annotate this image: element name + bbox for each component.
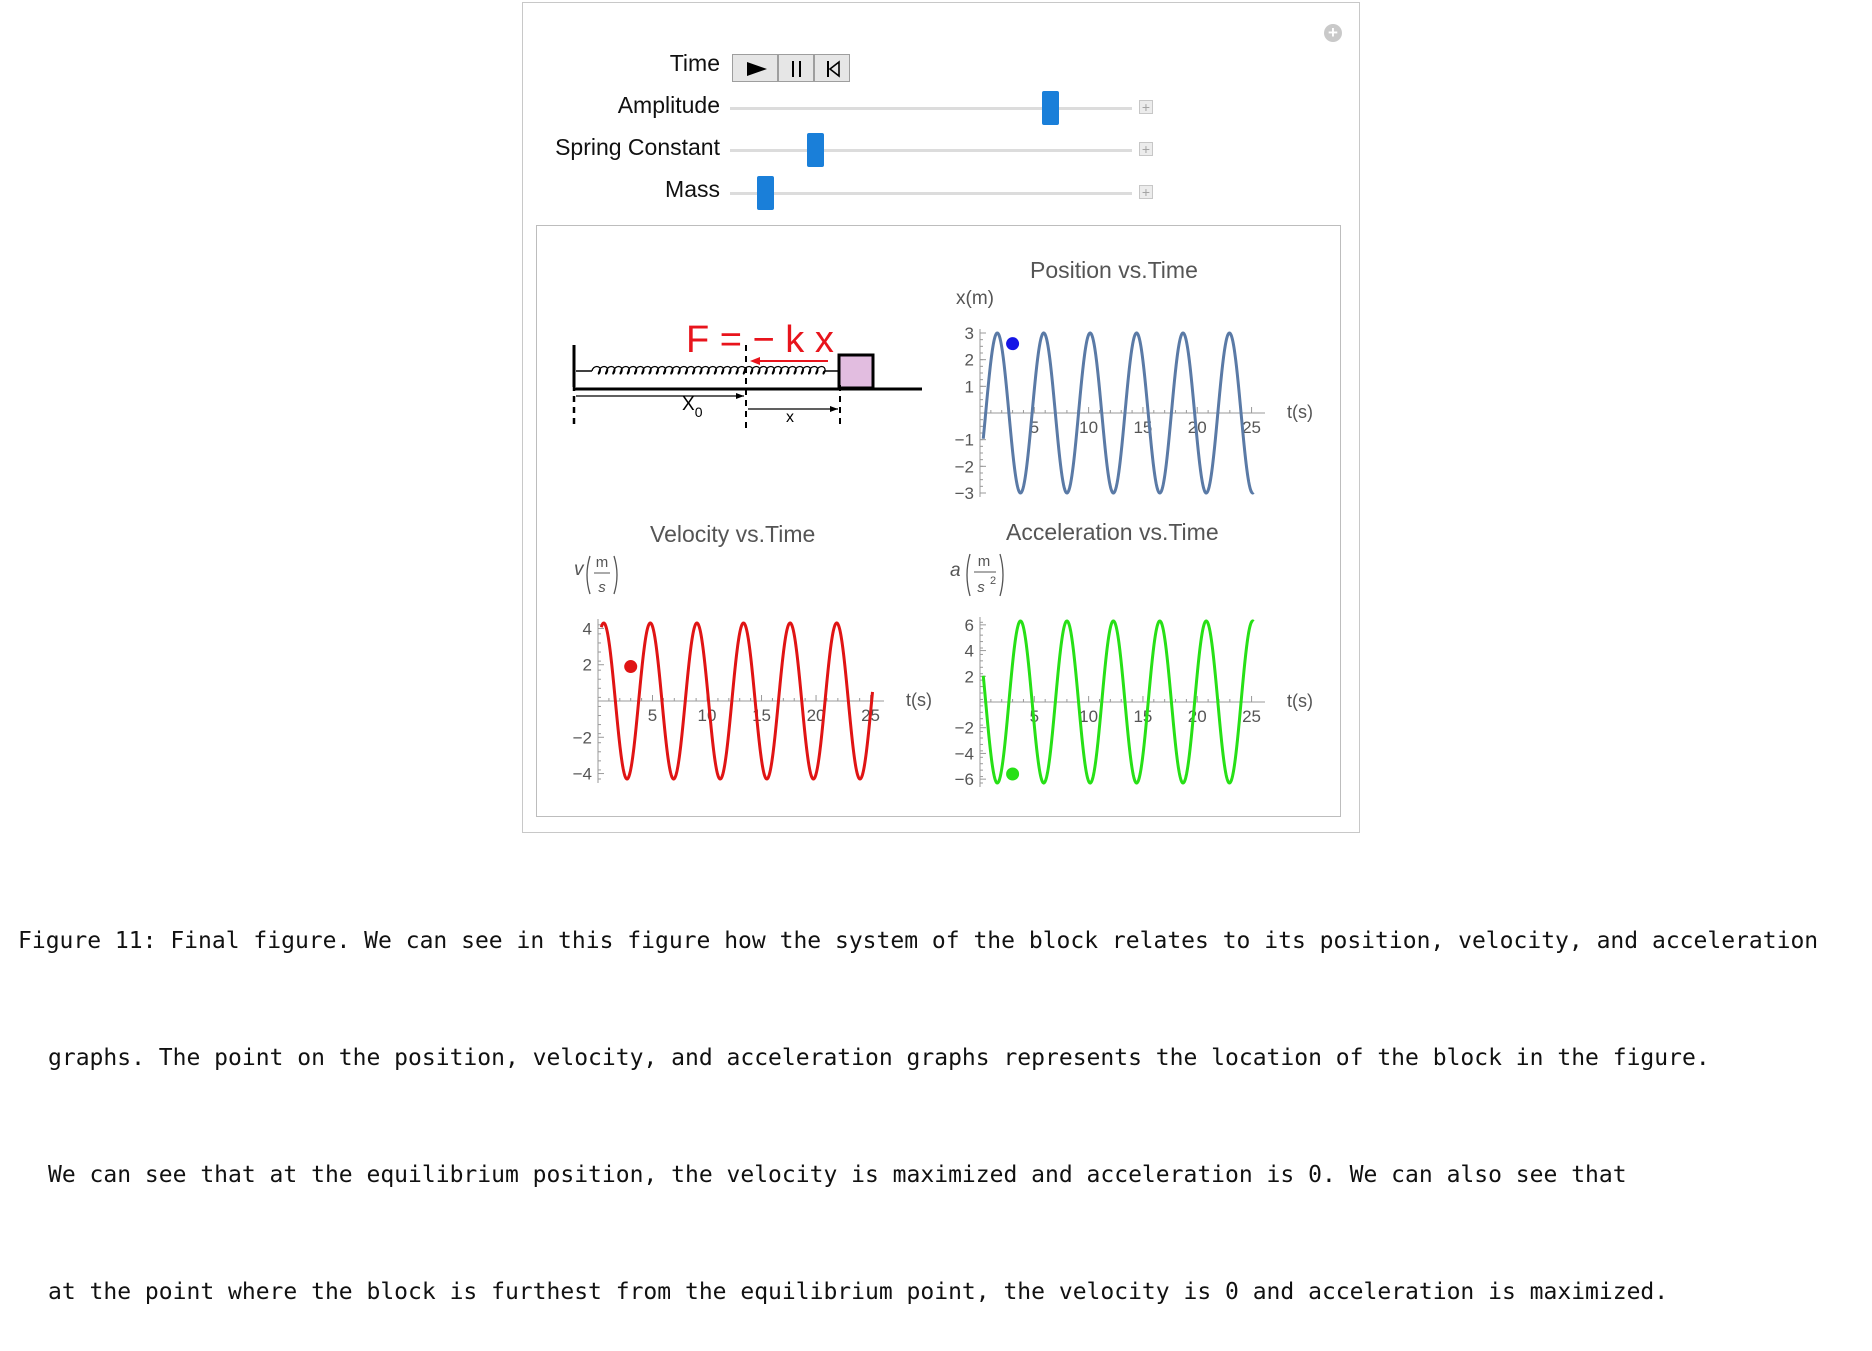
amplitude-slider-thumb[interactable] xyxy=(1041,91,1059,125)
series-line xyxy=(599,621,875,781)
spring-block-diagram: F = − k x X0 x xyxy=(572,319,922,433)
add-icon[interactable]: + xyxy=(1324,24,1342,42)
y-axis-label-var: a xyxy=(950,560,961,581)
y-tick-label: 1 xyxy=(965,377,974,396)
y-tick-label: 6 xyxy=(965,616,974,635)
caption-line: Figure 11: Final figure. We can see in t… xyxy=(18,928,1819,954)
caption-line: at the point where the block is furthest… xyxy=(48,1279,1669,1305)
x-axis-label: t(s) xyxy=(1287,691,1313,711)
mass-expand-icon[interactable]: + xyxy=(1139,185,1153,199)
block xyxy=(837,353,875,390)
amplitude-label: Amplitude xyxy=(617,92,720,118)
pause-button[interactable] xyxy=(778,54,814,82)
caption-line: graphs. The point on the position, veloc… xyxy=(48,1045,1710,1071)
y-tick-label: −6 xyxy=(955,770,974,789)
output-frame xyxy=(536,225,1341,817)
x-tick-label: 5 xyxy=(648,706,657,725)
velocity-chart-title: Velocity vs.Time xyxy=(650,521,816,547)
amplitude-slider-track[interactable] xyxy=(730,107,1132,110)
y-axis-label-var: v xyxy=(574,559,585,580)
paren xyxy=(966,553,971,597)
x-tick-label: 20 xyxy=(807,706,826,725)
x-tick-label: 10 xyxy=(1079,418,1098,437)
x-axis-label: t(s) xyxy=(906,690,932,710)
y-tick-label: 3 xyxy=(965,324,974,343)
mass-slider-track[interactable] xyxy=(730,192,1132,195)
y-tick-label: 2 xyxy=(965,667,974,686)
series-line xyxy=(981,331,1255,495)
reset-button[interactable] xyxy=(814,54,850,82)
y-tick-label: 2 xyxy=(965,351,974,370)
y-tick-label: 4 xyxy=(965,642,974,661)
x0-label: X0 xyxy=(682,394,703,420)
y-axis-label: a ms 2 xyxy=(950,553,1004,597)
y-tick-label: 4 xyxy=(583,619,592,638)
y-axis-label-den: s xyxy=(598,579,606,596)
y-tick-label: −1 xyxy=(955,431,974,450)
state-marker xyxy=(1006,767,1020,781)
mass-slider-thumb[interactable] xyxy=(756,176,774,210)
reset-icon xyxy=(827,60,840,78)
time-label: Time xyxy=(669,50,720,76)
x-tick-label: 20 xyxy=(1188,707,1207,726)
spring-constant-expand-icon[interactable]: + xyxy=(1139,142,1153,156)
y-axis-label-num: m xyxy=(596,554,609,571)
x-tick-label: 25 xyxy=(1242,707,1261,726)
x-tick-label: 5 xyxy=(1030,418,1039,437)
spring-constant-slider-thumb[interactable] xyxy=(807,133,824,167)
x-axis-label: t(s) xyxy=(1287,402,1313,422)
spring-constant-slider-track[interactable] xyxy=(730,149,1132,152)
state-marker xyxy=(1006,337,1020,351)
x-tick-label: 10 xyxy=(1079,707,1098,726)
mass-label: Mass xyxy=(665,176,720,202)
play-icon xyxy=(747,62,767,76)
y-tick-label: −4 xyxy=(573,765,592,784)
x-label: x xyxy=(786,409,794,426)
amplitude-expand-icon[interactable]: + xyxy=(1139,100,1153,114)
force-label: F = − k x xyxy=(686,319,834,361)
x-tick-label: 25 xyxy=(1242,418,1261,437)
y-tick-label: −2 xyxy=(573,728,592,747)
pause-icon xyxy=(792,61,801,77)
y-axis-label: x(m) xyxy=(956,288,994,309)
y-tick-label: 2 xyxy=(583,656,592,675)
spring-constant-label: Spring Constant xyxy=(555,134,720,160)
y-axis-label-den: s xyxy=(977,579,985,596)
y-tick-label: −2 xyxy=(955,457,974,476)
series-line xyxy=(981,619,1255,785)
x-tick-label: 15 xyxy=(1133,707,1152,726)
acceleration-chart-title: Acceleration vs.Time xyxy=(1006,519,1219,545)
y-tick-label: −3 xyxy=(955,484,974,503)
paren xyxy=(999,553,1004,597)
y-axis-label: v ms xyxy=(574,554,618,596)
y-tick-label: −2 xyxy=(955,719,974,738)
position-chart-title: Position vs.Time xyxy=(1030,257,1198,283)
paren xyxy=(613,555,618,595)
caption-line: We can see that at the equilibrium posit… xyxy=(48,1162,1627,1188)
y-axis-label-exp: 2 xyxy=(990,575,996,587)
y-axis-label-num: m xyxy=(978,553,991,570)
spring-coil xyxy=(591,365,826,375)
figure-caption: Figure 11: Final figure. We can see in t… xyxy=(18,844,1818,1351)
y-tick-label: −4 xyxy=(955,744,974,763)
play-button[interactable] xyxy=(732,54,778,82)
paren xyxy=(586,555,591,595)
state-marker xyxy=(624,660,638,674)
